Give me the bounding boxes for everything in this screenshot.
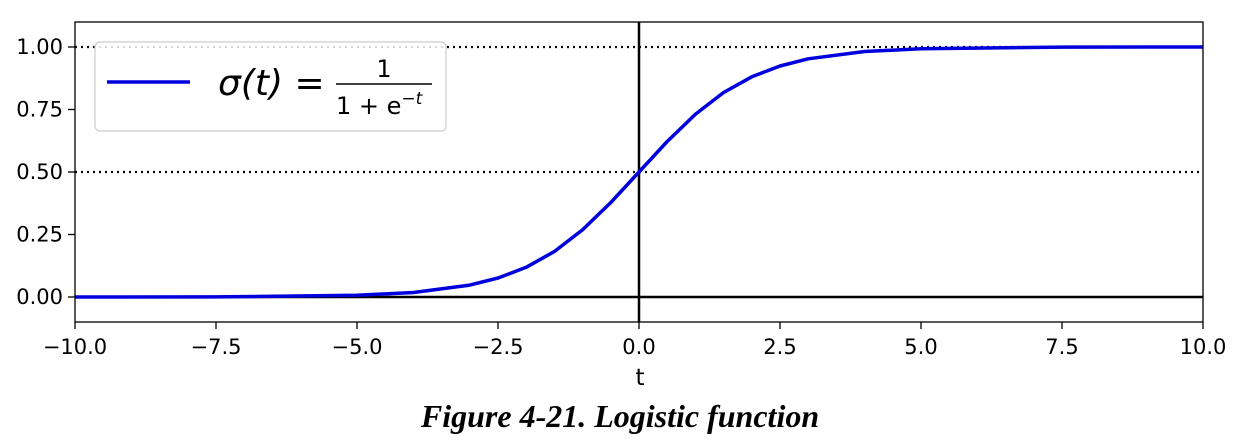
legend: σ(t) = 1 1 + e−t [94,41,447,132]
logistic-chart: −10.0 −7.5 −5.0 −2.5 0.0 2.5 5.0 7.5 10.0 0.000.… [16,21,1227,391]
x-tick-label: −2.5 [473,335,524,359]
y-tick-label: 0.25 [16,223,63,247]
legend-formula-numerator: 1 [376,55,391,83]
y-tick-label: 0.50 [16,160,63,184]
x-tick-label: 2.5 [763,335,796,359]
legend-formula-lhs: σ(t) = [218,63,325,104]
y-tick-label: 1.00 [16,35,63,59]
x-tick-label: −7.5 [191,335,242,359]
x-tick-label: 7.5 [1045,335,1078,359]
y-tick-label: 0.75 [16,98,63,122]
x-axis-ticks: −10.0 −7.5 −5.0 −2.5 0.0 2.5 5.0 7.5 10.0 [43,322,1227,359]
x-tick-label: −5.0 [332,335,383,359]
legend-denominator-base: 1 + e [336,92,401,120]
x-tick-label: 10.0 [1180,335,1227,359]
series-line-logistic [74,45,1204,299]
y-axis-ticks: 0.00 0.25 0.50 0.75 1.00 [16,35,75,309]
y-tick-label: 0.00 [16,285,63,309]
x-tick-label: 0.0 [622,335,655,359]
x-tick-label: −10.0 [43,335,107,359]
legend-formula-denominator: 1 + e−t [336,89,424,120]
legend-box [94,41,447,132]
legend-denominator-exponent: −t [401,89,423,109]
x-axis-label: t [635,365,644,391]
figure-caption: Figure 4-21. Logistic function [420,398,820,434]
curve-layer [74,45,1204,299]
x-tick-label: 5.0 [904,335,937,359]
